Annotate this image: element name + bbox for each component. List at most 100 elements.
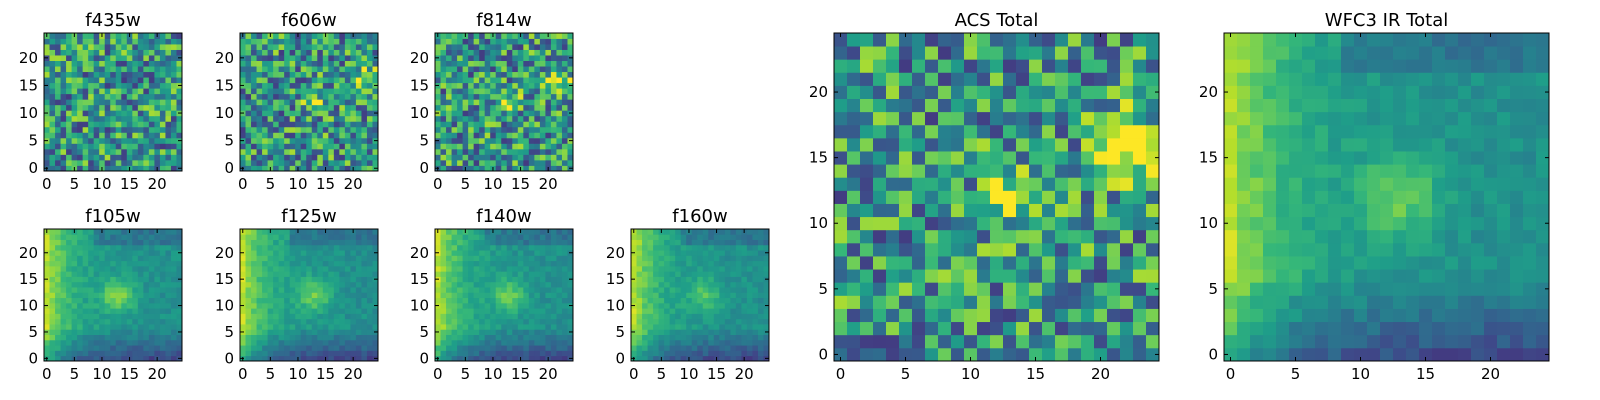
heatmap-cell [55, 115, 61, 122]
heatmap-cell [82, 339, 89, 346]
heatmap-cell [523, 82, 530, 89]
heatmap-cell [165, 271, 172, 277]
heatmap-cell [110, 121, 117, 128]
heatmap-cell [77, 302, 84, 309]
heatmap-cell [506, 255, 513, 262]
y-tick-label: 15 [215, 270, 234, 288]
heatmap-cell [148, 110, 155, 117]
heatmap-cell [115, 137, 122, 144]
heatmap-cell [512, 297, 519, 304]
heatmap-cell [479, 93, 486, 100]
heatmap-cell [311, 229, 318, 235]
heatmap-cell [451, 71, 458, 78]
heatmap-cell [451, 33, 458, 39]
heatmap-cell [251, 318, 257, 325]
heatmap-cell [545, 143, 552, 150]
heatmap-cell [495, 276, 502, 283]
heatmap-cell [664, 334, 671, 341]
heatmap-cell [110, 38, 117, 45]
heatmap-cell [686, 255, 693, 262]
heatmap-cell [372, 126, 379, 133]
heatmap-cell [697, 339, 704, 346]
heatmap-cell [490, 143, 497, 150]
heatmap-cell [1120, 308, 1134, 323]
heatmap-cell [1094, 177, 1108, 191]
heatmap-cell [561, 126, 568, 133]
heatmap-cell [284, 265, 291, 272]
heatmap-cell [550, 132, 557, 139]
heatmap-cell [990, 216, 1004, 231]
heatmap-cell [545, 104, 552, 111]
heatmap-cell [245, 350, 252, 357]
heatmap-cell [550, 302, 557, 309]
heatmap-cell [240, 38, 246, 45]
heatmap-cell [289, 239, 296, 246]
heatmap-cell [642, 255, 648, 262]
heatmap-cell [132, 104, 139, 111]
heatmap-cell [251, 60, 257, 67]
heatmap-cell [550, 297, 557, 304]
heatmap-cell [267, 313, 274, 320]
heatmap-cell [512, 154, 519, 161]
heatmap-cell [534, 324, 541, 330]
heatmap-cell [148, 260, 155, 267]
heatmap-cell [763, 234, 770, 240]
heatmap-cell [328, 137, 335, 144]
heatmap-cell [713, 250, 720, 256]
heatmap-cell [143, 44, 150, 50]
heatmap-cell [517, 329, 524, 335]
heatmap-cell [143, 77, 150, 84]
heatmap-cell [82, 154, 89, 161]
heatmap-cell [556, 244, 563, 251]
heatmap-cell [446, 302, 452, 309]
heatmap-cell [680, 287, 687, 293]
heatmap-cell [479, 239, 486, 246]
heatmap-cell [60, 126, 67, 133]
heatmap-cell [132, 313, 139, 320]
heatmap-cell [501, 60, 508, 67]
heatmap-cell [165, 244, 172, 251]
heatmap-cell [446, 292, 452, 299]
heatmap-cell [99, 255, 106, 262]
heatmap-cell [82, 271, 89, 277]
heatmap-cell [468, 55, 475, 61]
heatmap-cell [680, 324, 687, 330]
heatmap-cell [440, 355, 447, 362]
heatmap-cell [350, 137, 357, 144]
heatmap-cell [528, 137, 535, 144]
heatmap-cell [534, 292, 541, 299]
heatmap-cell [104, 234, 111, 240]
heatmap-cell [273, 71, 280, 78]
heatmap-cell [82, 159, 89, 166]
heatmap-cell [752, 334, 759, 341]
heatmap-cell [115, 38, 122, 45]
heatmap-cell [289, 44, 296, 50]
heatmap-cell [344, 77, 351, 84]
heatmap-cell [262, 88, 268, 95]
heatmap-cell [479, 281, 486, 288]
heatmap-cell [484, 345, 491, 351]
heatmap-cell [366, 137, 373, 144]
heatmap-cell [457, 260, 463, 267]
heatmap-cell [506, 71, 513, 78]
heatmap-cell [708, 281, 715, 288]
heatmap-cell [60, 49, 67, 56]
heatmap-cell [322, 143, 329, 150]
heatmap-cell [653, 265, 659, 272]
heatmap-cell [435, 88, 441, 95]
heatmap-cell [143, 329, 150, 335]
heatmap-cell [159, 110, 166, 117]
heatmap-cell [550, 229, 557, 235]
heatmap-cell [490, 49, 497, 56]
heatmap-cell [361, 121, 368, 128]
heatmap-cell [556, 313, 563, 320]
heatmap-cell [55, 99, 61, 106]
heatmap-cell [148, 234, 155, 240]
heatmap-cell [528, 99, 535, 106]
heatmap-cell [251, 99, 257, 106]
heatmap-cell [457, 276, 463, 283]
heatmap-cell [251, 93, 257, 100]
heatmap-cell [1042, 203, 1056, 218]
heatmap-cell [245, 71, 252, 78]
heatmap-cell [71, 292, 78, 299]
